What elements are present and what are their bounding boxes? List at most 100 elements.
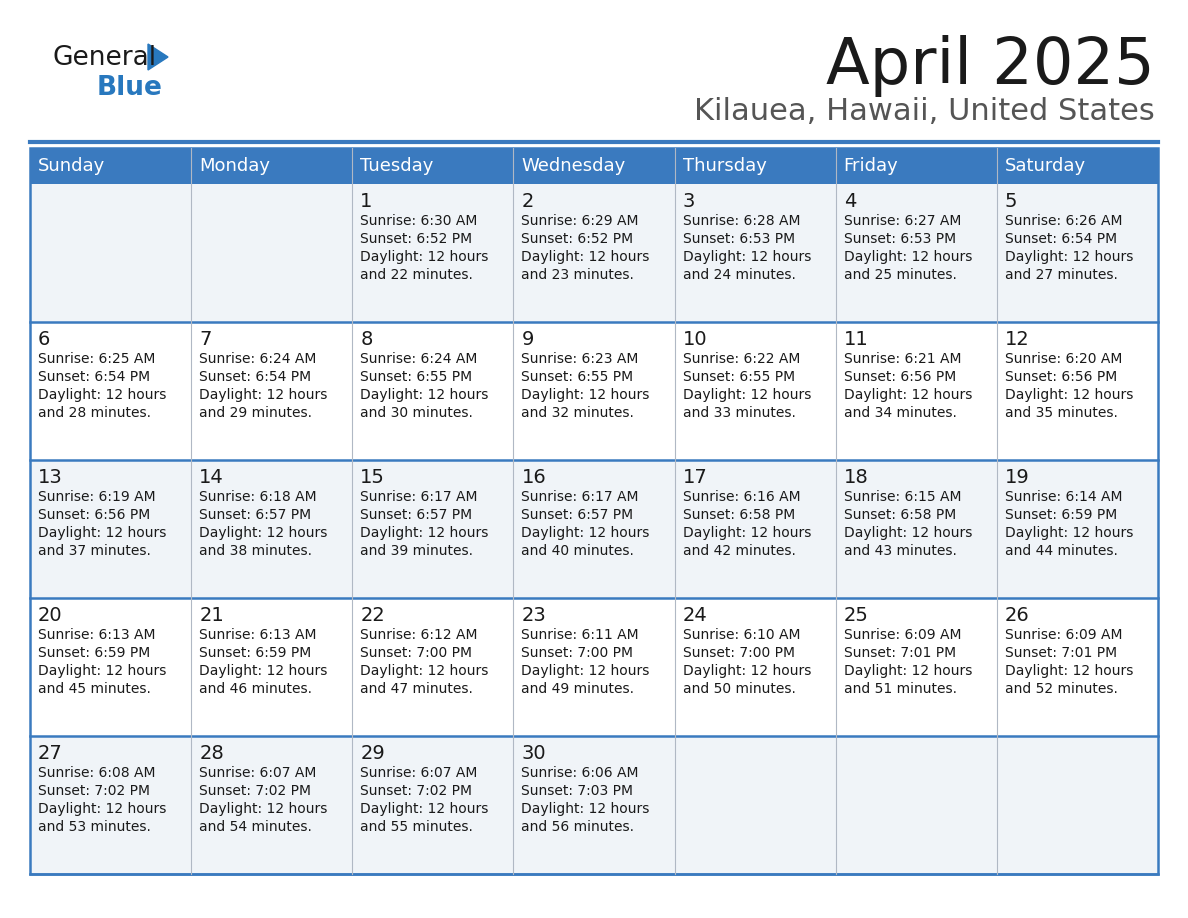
Text: 25: 25: [843, 606, 868, 625]
Text: 29: 29: [360, 744, 385, 763]
Text: Daylight: 12 hours: Daylight: 12 hours: [1005, 526, 1133, 540]
Text: Sunrise: 6:29 AM: Sunrise: 6:29 AM: [522, 214, 639, 228]
Text: Sunrise: 6:24 AM: Sunrise: 6:24 AM: [200, 352, 316, 366]
Text: Sunset: 6:59 PM: Sunset: 6:59 PM: [38, 646, 150, 660]
Text: Daylight: 12 hours: Daylight: 12 hours: [38, 526, 166, 540]
Text: Sunrise: 6:08 AM: Sunrise: 6:08 AM: [38, 766, 156, 780]
Text: Sunset: 6:52 PM: Sunset: 6:52 PM: [522, 232, 633, 246]
Text: Daylight: 12 hours: Daylight: 12 hours: [1005, 664, 1133, 678]
Text: and 32 minutes.: and 32 minutes.: [522, 406, 634, 420]
Text: and 28 minutes.: and 28 minutes.: [38, 406, 151, 420]
Text: Sunset: 6:54 PM: Sunset: 6:54 PM: [200, 370, 311, 384]
Text: Sunset: 6:57 PM: Sunset: 6:57 PM: [360, 508, 473, 522]
Text: Sunset: 6:57 PM: Sunset: 6:57 PM: [200, 508, 311, 522]
Text: Friday: Friday: [843, 157, 898, 175]
Text: Sunset: 7:01 PM: Sunset: 7:01 PM: [1005, 646, 1117, 660]
Text: 17: 17: [683, 468, 707, 487]
Text: and 56 minutes.: and 56 minutes.: [522, 820, 634, 834]
Text: Sunrise: 6:09 AM: Sunrise: 6:09 AM: [1005, 628, 1123, 642]
Text: Daylight: 12 hours: Daylight: 12 hours: [360, 250, 488, 264]
Text: 6: 6: [38, 330, 50, 349]
Text: Sunset: 7:00 PM: Sunset: 7:00 PM: [522, 646, 633, 660]
Text: and 43 minutes.: and 43 minutes.: [843, 544, 956, 558]
Text: Sunrise: 6:20 AM: Sunrise: 6:20 AM: [1005, 352, 1123, 366]
Text: 8: 8: [360, 330, 373, 349]
Text: Monday: Monday: [200, 157, 270, 175]
Text: General: General: [52, 45, 156, 71]
Text: and 54 minutes.: and 54 minutes.: [200, 820, 312, 834]
Text: Sunset: 6:57 PM: Sunset: 6:57 PM: [522, 508, 633, 522]
Text: and 40 minutes.: and 40 minutes.: [522, 544, 634, 558]
Text: Sunset: 6:54 PM: Sunset: 6:54 PM: [1005, 232, 1117, 246]
Text: and 53 minutes.: and 53 minutes.: [38, 820, 151, 834]
Text: Sunrise: 6:13 AM: Sunrise: 6:13 AM: [38, 628, 156, 642]
Text: Sunrise: 6:06 AM: Sunrise: 6:06 AM: [522, 766, 639, 780]
Text: Sunrise: 6:11 AM: Sunrise: 6:11 AM: [522, 628, 639, 642]
Text: 15: 15: [360, 468, 385, 487]
Text: Sunrise: 6:21 AM: Sunrise: 6:21 AM: [843, 352, 961, 366]
Text: Sunset: 7:02 PM: Sunset: 7:02 PM: [200, 784, 311, 798]
Text: 13: 13: [38, 468, 63, 487]
Text: and 29 minutes.: and 29 minutes.: [200, 406, 312, 420]
Text: and 22 minutes.: and 22 minutes.: [360, 268, 473, 282]
Text: 9: 9: [522, 330, 533, 349]
Text: 19: 19: [1005, 468, 1030, 487]
Text: Sunset: 6:52 PM: Sunset: 6:52 PM: [360, 232, 473, 246]
Text: Sunset: 6:59 PM: Sunset: 6:59 PM: [200, 646, 311, 660]
Text: Sunrise: 6:30 AM: Sunrise: 6:30 AM: [360, 214, 478, 228]
Text: 11: 11: [843, 330, 868, 349]
Text: 4: 4: [843, 192, 857, 211]
Polygon shape: [148, 44, 168, 70]
Text: Sunrise: 6:14 AM: Sunrise: 6:14 AM: [1005, 490, 1123, 504]
Text: Daylight: 12 hours: Daylight: 12 hours: [200, 526, 328, 540]
Text: Daylight: 12 hours: Daylight: 12 hours: [522, 250, 650, 264]
Text: Sunrise: 6:15 AM: Sunrise: 6:15 AM: [843, 490, 961, 504]
Text: 5: 5: [1005, 192, 1017, 211]
Text: Sunset: 7:02 PM: Sunset: 7:02 PM: [360, 784, 473, 798]
Text: Sunset: 6:54 PM: Sunset: 6:54 PM: [38, 370, 150, 384]
Text: Daylight: 12 hours: Daylight: 12 hours: [360, 664, 488, 678]
Text: Daylight: 12 hours: Daylight: 12 hours: [200, 802, 328, 816]
Text: and 47 minutes.: and 47 minutes.: [360, 682, 473, 696]
Text: and 27 minutes.: and 27 minutes.: [1005, 268, 1118, 282]
Text: and 37 minutes.: and 37 minutes.: [38, 544, 151, 558]
Bar: [30, 322, 1158, 460]
Text: Sunrise: 6:18 AM: Sunrise: 6:18 AM: [200, 490, 317, 504]
Text: and 42 minutes.: and 42 minutes.: [683, 544, 796, 558]
Text: and 34 minutes.: and 34 minutes.: [843, 406, 956, 420]
Text: Daylight: 12 hours: Daylight: 12 hours: [360, 388, 488, 402]
Text: and 38 minutes.: and 38 minutes.: [200, 544, 312, 558]
Text: Daylight: 12 hours: Daylight: 12 hours: [522, 388, 650, 402]
Text: 16: 16: [522, 468, 546, 487]
Text: 10: 10: [683, 330, 707, 349]
Text: Sunrise: 6:22 AM: Sunrise: 6:22 AM: [683, 352, 800, 366]
Text: Sunrise: 6:17 AM: Sunrise: 6:17 AM: [360, 490, 478, 504]
Text: Daylight: 12 hours: Daylight: 12 hours: [843, 250, 972, 264]
Text: Sunset: 6:56 PM: Sunset: 6:56 PM: [38, 508, 150, 522]
Text: Sunset: 6:58 PM: Sunset: 6:58 PM: [843, 508, 956, 522]
Text: Saturday: Saturday: [1005, 157, 1086, 175]
Text: Sunrise: 6:13 AM: Sunrise: 6:13 AM: [200, 628, 317, 642]
Text: Daylight: 12 hours: Daylight: 12 hours: [522, 526, 650, 540]
Text: and 23 minutes.: and 23 minutes.: [522, 268, 634, 282]
Text: 28: 28: [200, 744, 223, 763]
Text: Sunrise: 6:16 AM: Sunrise: 6:16 AM: [683, 490, 801, 504]
Text: 18: 18: [843, 468, 868, 487]
Text: Sunset: 6:55 PM: Sunset: 6:55 PM: [522, 370, 633, 384]
Text: Daylight: 12 hours: Daylight: 12 hours: [683, 388, 811, 402]
Bar: [30, 460, 1158, 598]
Text: 23: 23: [522, 606, 546, 625]
Text: and 45 minutes.: and 45 minutes.: [38, 682, 151, 696]
Text: Sunset: 6:58 PM: Sunset: 6:58 PM: [683, 508, 795, 522]
Text: and 50 minutes.: and 50 minutes.: [683, 682, 796, 696]
Text: Daylight: 12 hours: Daylight: 12 hours: [1005, 250, 1133, 264]
Text: Sunrise: 6:07 AM: Sunrise: 6:07 AM: [360, 766, 478, 780]
Text: 1: 1: [360, 192, 373, 211]
Text: and 33 minutes.: and 33 minutes.: [683, 406, 796, 420]
Text: Sunset: 6:55 PM: Sunset: 6:55 PM: [683, 370, 795, 384]
Text: Daylight: 12 hours: Daylight: 12 hours: [1005, 388, 1133, 402]
Text: 30: 30: [522, 744, 546, 763]
Text: 22: 22: [360, 606, 385, 625]
Text: Sunrise: 6:26 AM: Sunrise: 6:26 AM: [1005, 214, 1123, 228]
Text: Sunset: 6:56 PM: Sunset: 6:56 PM: [1005, 370, 1117, 384]
